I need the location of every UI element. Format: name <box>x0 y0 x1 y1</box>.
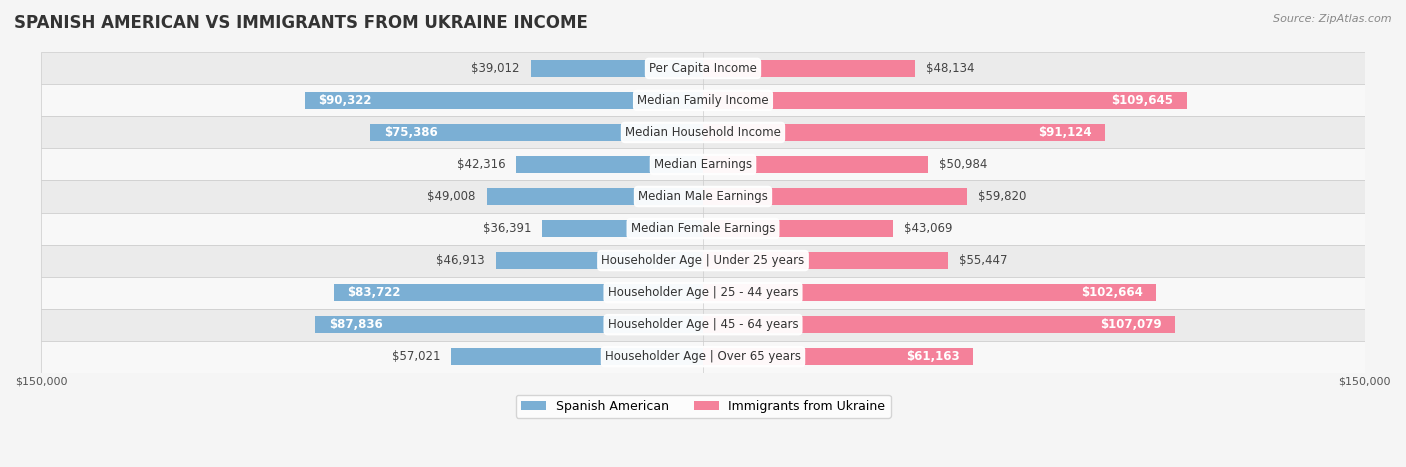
Bar <box>315 316 703 333</box>
Text: $109,645: $109,645 <box>1112 94 1174 107</box>
Text: $87,836: $87,836 <box>329 318 382 331</box>
Bar <box>41 309 1365 340</box>
Bar <box>703 124 1105 141</box>
Text: $39,012: $39,012 <box>471 62 520 75</box>
Bar <box>703 92 1187 109</box>
Bar <box>305 92 703 109</box>
Text: Median Household Income: Median Household Income <box>626 126 780 139</box>
Bar <box>703 60 915 77</box>
Bar <box>531 60 703 77</box>
Bar <box>41 180 1365 212</box>
Text: $57,021: $57,021 <box>392 350 440 363</box>
Text: $59,820: $59,820 <box>979 190 1026 203</box>
Text: Median Earnings: Median Earnings <box>654 158 752 171</box>
Bar <box>543 220 703 237</box>
Bar <box>703 188 967 205</box>
Text: $107,079: $107,079 <box>1101 318 1163 331</box>
Bar <box>41 52 1365 85</box>
Bar <box>703 316 1175 333</box>
Legend: Spanish American, Immigrants from Ukraine: Spanish American, Immigrants from Ukrain… <box>516 395 890 417</box>
Text: $102,664: $102,664 <box>1081 286 1143 299</box>
Bar <box>41 340 1365 373</box>
Text: $91,124: $91,124 <box>1038 126 1092 139</box>
Text: $43,069: $43,069 <box>904 222 952 235</box>
Text: $90,322: $90,322 <box>318 94 371 107</box>
Bar <box>703 252 948 269</box>
Text: Median Female Earnings: Median Female Earnings <box>631 222 775 235</box>
Text: $50,984: $50,984 <box>939 158 987 171</box>
Text: Source: ZipAtlas.com: Source: ZipAtlas.com <box>1274 14 1392 24</box>
Text: Householder Age | 45 - 64 years: Householder Age | 45 - 64 years <box>607 318 799 331</box>
Text: $36,391: $36,391 <box>482 222 531 235</box>
Bar <box>333 284 703 301</box>
Text: Householder Age | Under 25 years: Householder Age | Under 25 years <box>602 254 804 267</box>
Text: $75,386: $75,386 <box>384 126 437 139</box>
Bar <box>451 348 703 366</box>
Bar <box>496 252 703 269</box>
Text: Householder Age | Over 65 years: Householder Age | Over 65 years <box>605 350 801 363</box>
Text: Per Capita Income: Per Capita Income <box>650 62 756 75</box>
Text: $48,134: $48,134 <box>927 62 974 75</box>
Text: $46,913: $46,913 <box>436 254 485 267</box>
Text: Householder Age | 25 - 44 years: Householder Age | 25 - 44 years <box>607 286 799 299</box>
Text: $83,722: $83,722 <box>347 286 401 299</box>
Bar <box>41 212 1365 245</box>
Bar <box>41 149 1365 180</box>
Bar <box>703 220 893 237</box>
Bar <box>486 188 703 205</box>
Bar <box>41 85 1365 116</box>
Text: $55,447: $55,447 <box>959 254 1007 267</box>
Text: Median Male Earnings: Median Male Earnings <box>638 190 768 203</box>
Text: $49,008: $49,008 <box>427 190 475 203</box>
Text: $61,163: $61,163 <box>905 350 960 363</box>
Bar <box>370 124 703 141</box>
Text: SPANISH AMERICAN VS IMMIGRANTS FROM UKRAINE INCOME: SPANISH AMERICAN VS IMMIGRANTS FROM UKRA… <box>14 14 588 32</box>
Bar <box>703 348 973 366</box>
Text: $42,316: $42,316 <box>457 158 505 171</box>
Bar <box>41 276 1365 309</box>
Text: Median Family Income: Median Family Income <box>637 94 769 107</box>
Bar <box>41 245 1365 276</box>
Bar <box>516 156 703 173</box>
Bar <box>41 116 1365 149</box>
Bar <box>703 156 928 173</box>
Bar <box>703 284 1156 301</box>
